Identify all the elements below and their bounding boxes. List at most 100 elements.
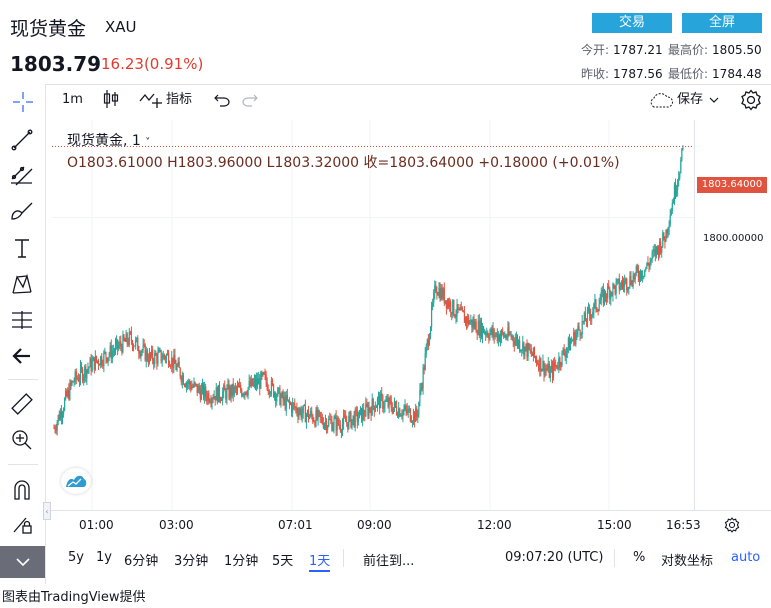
back-arrow-icon[interactable] [8, 342, 36, 370]
candle-body [130, 332, 133, 341]
candle-body [234, 386, 236, 388]
candle-body [522, 342, 524, 350]
candle-body [377, 395, 380, 399]
candle-body [370, 410, 372, 416]
prediction-tool-icon[interactable] [8, 306, 36, 334]
candle-body [110, 345, 112, 359]
candle-body [327, 425, 329, 431]
candle-body [629, 275, 631, 287]
candle-body [210, 401, 212, 404]
axis-settings-gear-icon[interactable] [723, 516, 741, 534]
candle-body [618, 278, 620, 290]
utc-clock[interactable]: 09:07:20 (UTC) [505, 550, 604, 565]
candle-body [358, 410, 361, 419]
candle-body [627, 289, 629, 290]
cloud-icon[interactable] [647, 90, 675, 110]
goto-date-button[interactable]: 前往到... [363, 554, 415, 569]
ruler-icon[interactable] [8, 390, 36, 418]
candle-body [389, 397, 391, 401]
chevron-down-icon[interactable] [708, 95, 720, 105]
zoom-in-icon[interactable] [8, 426, 36, 454]
save-button[interactable]: 保存 [677, 92, 704, 107]
trend-line-icon[interactable] [8, 126, 36, 154]
candle-body [149, 352, 152, 357]
candle-body [460, 307, 462, 311]
candle-body [669, 215, 671, 225]
fib-retracement-icon[interactable] [8, 162, 36, 190]
candle-body [247, 387, 249, 396]
interval-button[interactable]: 1m [62, 92, 83, 107]
range-1d[interactable]: 1天 [309, 550, 331, 572]
candle-style-icon[interactable] [101, 88, 121, 110]
collapse-toolbar-icon[interactable] [0, 546, 45, 578]
undo-icon[interactable] [212, 90, 232, 110]
tradingview-logo-icon[interactable] [61, 468, 91, 494]
candle-body [679, 173, 681, 178]
tradingview-credit[interactable]: 图表由TradingView提供 [2, 590, 146, 605]
candle-body [519, 340, 521, 351]
candle-body [430, 306, 433, 327]
candle-body [655, 246, 658, 256]
instrument-symbol: XAU [105, 18, 137, 36]
magnet-icon[interactable] [8, 476, 36, 504]
candle-body [228, 384, 230, 399]
legend-chevron-icon[interactable]: ˅ [145, 137, 151, 148]
scroll-left-handle-icon[interactable]: ‹ [43, 502, 51, 520]
candle-body [478, 320, 480, 336]
time-axis-label: 12:00 [477, 518, 512, 532]
redo-icon[interactable] [240, 90, 260, 110]
pattern-tool-icon[interactable] [8, 270, 36, 298]
bottom-divider [343, 549, 344, 567]
candle-body [174, 354, 176, 364]
candle-body [62, 410, 65, 414]
candle-body [309, 415, 311, 419]
candle-body [367, 406, 369, 416]
candle-body [461, 307, 463, 311]
legend-series-name[interactable]: 现货黄金, 1 ˅ [67, 133, 151, 149]
range-1y[interactable]: 1y [96, 550, 112, 565]
candle-body [70, 382, 72, 385]
crosshair-icon[interactable] [10, 89, 36, 115]
log-scale-toggle[interactable]: 对数坐标 [661, 554, 714, 569]
brush-icon[interactable] [8, 198, 36, 226]
range-5y[interactable]: 5y [68, 550, 84, 565]
candle-body [450, 301, 452, 313]
candle-body [383, 407, 385, 409]
candle-body [64, 399, 66, 411]
candle-body [420, 387, 422, 390]
candle-body [369, 407, 371, 411]
price-chart[interactable] [52, 120, 694, 510]
percent-toggle[interactable]: % [633, 550, 646, 565]
candle-body [108, 354, 110, 358]
trade-button[interactable]: 交易 [592, 13, 672, 33]
indicators-button[interactable]: 指标 [166, 92, 193, 107]
indicators-icon[interactable] [138, 88, 164, 110]
last-price: 1803.79 [10, 52, 102, 76]
candle-body [591, 314, 593, 320]
candle-body [117, 339, 119, 349]
range-1min[interactable]: 1分钟 [224, 554, 259, 569]
text-tool-icon[interactable] [8, 234, 36, 262]
candle-body [102, 364, 104, 366]
candle-body [495, 332, 497, 335]
candle-body [249, 380, 251, 387]
candle-body [577, 326, 579, 332]
lock-pencil-icon[interactable] [8, 510, 36, 538]
candle-body [567, 338, 569, 348]
candle-body [645, 268, 647, 270]
range-6min[interactable]: 6分钟 [124, 554, 159, 569]
range-3min[interactable]: 3分钟 [174, 554, 209, 569]
candle-body [215, 387, 217, 401]
candle-body [498, 334, 501, 342]
fullscreen-button[interactable]: 全屏 [682, 13, 762, 33]
candle-body [638, 277, 641, 280]
candle-body [323, 423, 326, 428]
candle-body [482, 326, 485, 333]
candle-body [529, 349, 531, 351]
auto-scale-toggle[interactable]: auto [731, 550, 761, 565]
candle-body [547, 363, 549, 371]
candle-body [306, 410, 309, 415]
settings-gear-icon[interactable] [739, 88, 763, 112]
range-5d[interactable]: 5天 [272, 554, 294, 569]
candle-body [68, 389, 70, 400]
